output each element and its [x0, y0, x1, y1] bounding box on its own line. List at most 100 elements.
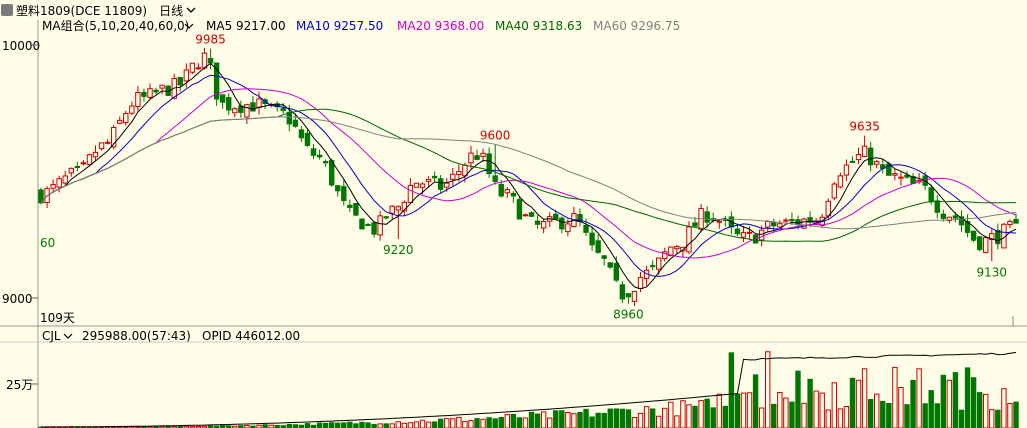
- volume-bar: [662, 407, 668, 428]
- period-selector[interactable]: 日线: [159, 2, 196, 19]
- volume-bar: [492, 418, 498, 428]
- volume-bar: [680, 400, 686, 428]
- ma-line-ma60: [40, 116, 1017, 230]
- volume-bar: [613, 408, 620, 428]
- volume-bar: [123, 426, 129, 428]
- candle-body: [244, 104, 250, 118]
- volume-bar: [589, 416, 595, 428]
- volume-bar: [486, 417, 492, 428]
- volume-bar: [964, 367, 971, 428]
- candle-body: [153, 89, 159, 93]
- volume-bar: [462, 420, 468, 428]
- ma-line-ma20: [40, 88, 1017, 259]
- volume-bar: [437, 418, 444, 428]
- legend-ma60: MA60 9296.75: [593, 19, 680, 33]
- candle-body: [226, 97, 232, 111]
- volume-bar: [165, 425, 171, 428]
- volume-bar: [250, 425, 256, 428]
- candle-body: [789, 219, 795, 222]
- volume-bar: [444, 418, 450, 428]
- candle-body: [637, 276, 644, 289]
- candle-body: [189, 62, 196, 73]
- candle-body: [619, 284, 626, 300]
- ma-line-ma5: [40, 62, 1017, 290]
- volume-bar: [892, 366, 898, 428]
- volume-bar: [383, 423, 389, 428]
- volume-bar: [232, 425, 238, 428]
- volume-bar: [577, 411, 583, 428]
- volume-bar: [522, 417, 529, 428]
- volume-value-label: 295988.00(57:43): [82, 329, 191, 343]
- volume-bar: [898, 387, 904, 428]
- volume-bar: [686, 404, 692, 428]
- candle-body: [855, 154, 862, 161]
- candle-body: [504, 189, 511, 194]
- volume-bar: [849, 377, 856, 428]
- candle-body: [213, 62, 220, 100]
- volume-bar: [837, 408, 844, 428]
- candle-body: [692, 222, 698, 227]
- candle-body: [995, 229, 1001, 245]
- candle-body: [559, 217, 565, 230]
- legend-ma10: MA10 9257.50: [296, 19, 383, 33]
- candle-body: [437, 178, 444, 190]
- volume-bar: [565, 411, 571, 428]
- volume-indicator-label[interactable]: CJL: [42, 329, 61, 343]
- opid-polyline: [41, 352, 1017, 428]
- volume-bar: [734, 393, 741, 428]
- indicator-label[interactable]: MA组合(5,10,20,40,60,0): [42, 18, 189, 33]
- candle-body: [425, 178, 432, 182]
- candle-body: [486, 153, 492, 175]
- volume-chevron-icon[interactable]: [63, 333, 73, 339]
- legend-ma20: MA20 9368.00: [397, 19, 484, 33]
- volume-bar: [141, 426, 147, 428]
- symbol-label[interactable]: 塑料1809(DCE 11809): [16, 3, 148, 18]
- candle-body: [359, 218, 365, 230]
- volume-bar: [413, 421, 420, 428]
- indicator-chevron-icon[interactable]: [184, 23, 194, 29]
- volume-bar: [510, 413, 517, 428]
- volume-bar: [843, 405, 850, 428]
- candle-body: [219, 94, 226, 103]
- candle-body: [516, 199, 523, 220]
- volume-bar: [643, 406, 650, 428]
- candle-body: [928, 187, 934, 203]
- volume-bar: [322, 422, 329, 428]
- candle-body: [662, 251, 668, 260]
- volume-bar: [758, 407, 765, 428]
- candle-body: [540, 221, 547, 229]
- opid-line: [41, 352, 1017, 428]
- volume-bar: [498, 416, 504, 428]
- volume-bar: [213, 425, 220, 428]
- candle-body: [86, 154, 93, 165]
- candle-body: [413, 182, 420, 188]
- candle-body: [232, 108, 238, 114]
- volume-bar: [777, 391, 783, 428]
- candle-body: [183, 69, 190, 82]
- volume-bar: [1007, 402, 1013, 428]
- y-tick-9000: 9000: [2, 292, 33, 306]
- volume-bar: [922, 403, 928, 428]
- candle-body: [123, 113, 129, 124]
- volume-bar: [861, 368, 868, 428]
- days-label: 109天: [40, 311, 75, 325]
- volume-bar: [637, 412, 644, 428]
- volume-bar: [377, 423, 383, 428]
- candle-body: [686, 226, 692, 253]
- volume-bar: [952, 372, 959, 428]
- volume-bar: [976, 392, 983, 428]
- candle-body: [970, 230, 977, 241]
- volume-bar: [480, 418, 486, 428]
- candle-body: [431, 175, 438, 179]
- candle-body: [528, 212, 535, 217]
- volume-bar: [970, 377, 977, 428]
- volume-bar: [728, 352, 735, 428]
- candle-body: [801, 218, 807, 229]
- volume-bar: [504, 414, 511, 428]
- candle-body: [444, 182, 450, 188]
- candle-body: [898, 176, 904, 179]
- volume-bar: [958, 409, 965, 428]
- volume-bar: [304, 423, 311, 428]
- volume-bar: [765, 351, 771, 428]
